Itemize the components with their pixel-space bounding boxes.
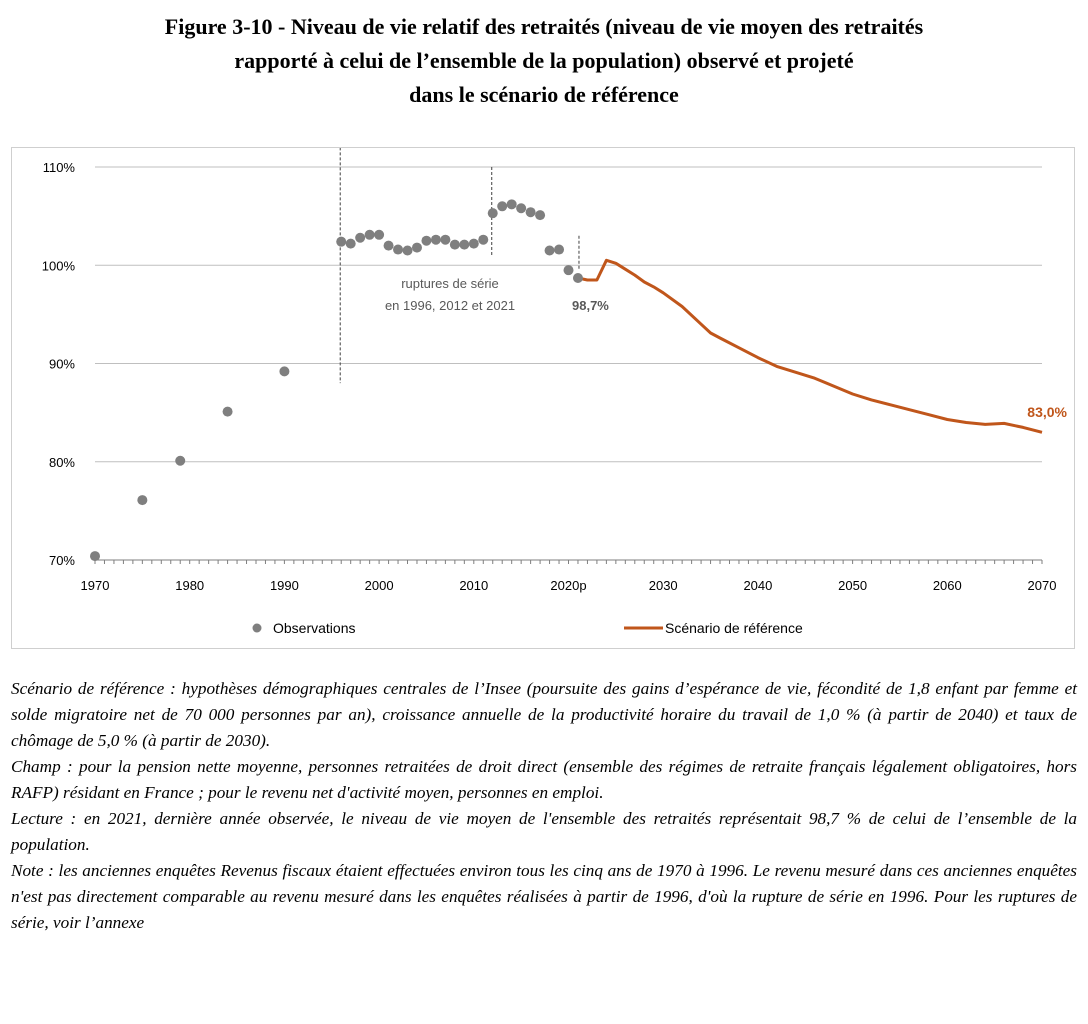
y-tick-label: 80% (49, 455, 75, 470)
y-tick-label: 110% (43, 160, 76, 175)
grid-layer (95, 166, 1042, 463)
ruptures-annotation-line-2: en 1996, 2012 et 2021 (385, 298, 515, 313)
x-tick-label: 2060 (933, 578, 962, 593)
note-lecture: Lecture : en 2021, dernière année observ… (11, 809, 1077, 854)
observation-point (516, 203, 527, 214)
last-projected-label: 83,0% (1027, 404, 1067, 420)
y-tick-label: 90% (49, 357, 75, 372)
observation-point (383, 240, 394, 251)
observation-point (572, 273, 583, 284)
observation-point (440, 234, 451, 245)
observation-point (544, 245, 555, 256)
observation-point (563, 265, 574, 276)
note-champ: Champ : pour la pension nette moyenne, p… (11, 757, 1077, 802)
figure-title-line-3: dans le scénario de référence (409, 82, 679, 107)
last-observed-label: 98,7% (572, 298, 609, 313)
chart-frame: 70% 80% 90% 100% 110% 1970 1980 1990 2000 2010 202… (11, 147, 1075, 649)
observation-point (468, 238, 479, 249)
observation-point (459, 239, 470, 250)
x-tick-label: 2030 (649, 578, 678, 593)
line-chart: 70% 80% 90% 100% 110% 1970 1980 1990 2000 2010 202… (42, 148, 1068, 636)
scenario-line (577, 258, 1043, 434)
observation-point (137, 495, 148, 506)
figure-notes: Scénario de référence : hypothèses démog… (11, 676, 1077, 936)
figure-title: Figure 3-10 - Niveau de vie relatif des … (0, 10, 1088, 112)
observation-point (364, 229, 375, 240)
observation-point (90, 551, 100, 562)
y-tick-label: 100% (42, 258, 76, 273)
legend-observations-label: Observations (273, 620, 355, 636)
legend: Observations Scénario de référence (252, 620, 803, 636)
ruptures-annotation-line-1: ruptures de série (401, 276, 499, 291)
observation-point (374, 229, 385, 240)
observation-point (421, 235, 432, 246)
observation-point (554, 244, 565, 255)
x-tick-label: 1980 (175, 578, 204, 593)
annotation-layer: ruptures de série en 1996, 2012 et 2021 … (385, 276, 1068, 420)
scenario-series (577, 258, 1043, 434)
x-tick-label: 1970 (81, 578, 110, 593)
x-tick-label: 2000 (365, 578, 394, 593)
observation-point (402, 245, 413, 256)
observation-point (525, 207, 536, 218)
figure-title-line-1: Figure 3-10 - Niveau de vie relatif des … (164, 14, 924, 39)
observation-point (411, 242, 422, 253)
x-tick-label: 2010 (459, 578, 488, 593)
observation-point (355, 232, 366, 243)
observation-point (345, 238, 356, 249)
observation-point (478, 234, 489, 245)
legend-observations-marker (252, 623, 262, 633)
observations-series (90, 199, 583, 562)
x-tick-label: 2050 (838, 578, 867, 593)
observation-point (393, 244, 404, 255)
observation-point (336, 236, 347, 247)
note-note: Note : les anciennes enquêtes Revenus fi… (11, 861, 1077, 932)
note-scenario: Scénario de référence : hypothèses démog… (11, 679, 1077, 750)
x-tick-label: 1990 (270, 578, 299, 593)
observation-point (222, 406, 233, 417)
x-tick-label: 2040 (743, 578, 772, 593)
observation-point (487, 208, 498, 219)
x-tick-label: 2020p (550, 578, 586, 593)
observation-point (506, 199, 517, 210)
axis-layer: 70% 80% 90% 100% 110% 1970 1980 1990 2000 2010 202… (42, 160, 1057, 593)
legend-scenario-label: Scénario de référence (665, 620, 803, 636)
x-tick-label: 2070 (1028, 578, 1057, 593)
observation-point (430, 234, 441, 245)
observation-point (175, 455, 186, 466)
observation-point (279, 366, 290, 377)
series-break-markers (339, 148, 580, 384)
y-tick-label: 70% (49, 553, 75, 568)
observation-point (497, 201, 508, 212)
observation-point (449, 239, 460, 250)
observation-point (535, 210, 546, 221)
figure-title-line-2: rapporté à celui de l’ensemble de la pop… (234, 48, 854, 73)
